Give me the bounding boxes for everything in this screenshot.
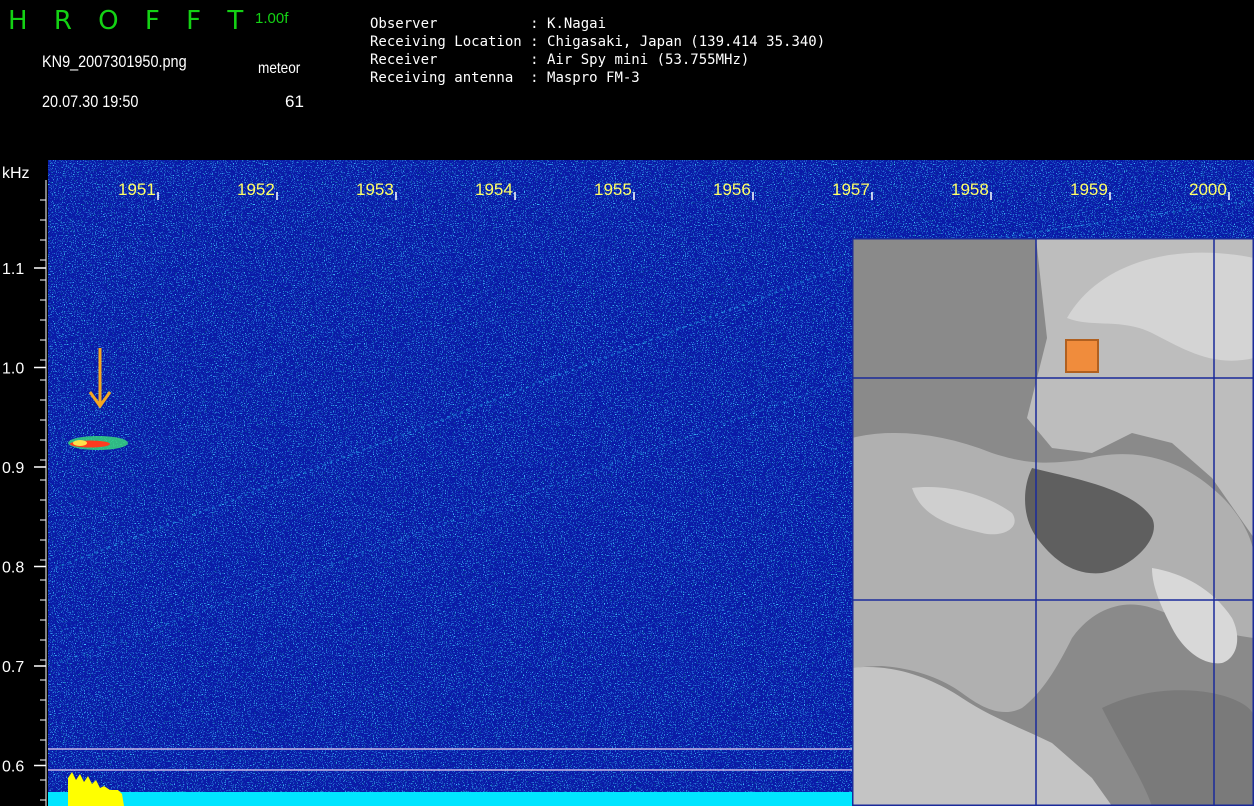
frequency-axis-background	[0, 160, 48, 806]
antenna-row: Receiving antenna : Maspro FM-3	[370, 70, 640, 86]
app-version: 1.00f	[255, 10, 289, 27]
frequency-axis: 1.1 1.0 0.9 0.8 0.7 0.6	[2, 199, 46, 801]
info-label: Receiving antenna	[370, 70, 522, 86]
time-label: 1954	[475, 180, 513, 199]
meteor-echo	[68, 436, 128, 450]
time-label: 1958	[951, 180, 989, 199]
time-label: 1952	[237, 180, 275, 199]
radar-map	[852, 238, 1254, 806]
map-grid	[852, 238, 1254, 806]
frequency-label: 1.1	[2, 261, 24, 278]
info-value: : Maspro FM-3	[530, 70, 640, 86]
frequency-label: 0.8	[2, 560, 24, 577]
info-value: : K.Nagai	[530, 16, 607, 32]
file-name: KN9_2007301950.png	[42, 52, 187, 71]
frequency-label: 0.9	[2, 460, 24, 477]
level-bar	[48, 792, 852, 806]
info-label: Receiver	[370, 52, 522, 68]
location-row: Receiving Location : Chigasaki, Japan (1…	[370, 34, 825, 50]
header-panel: H R O F F T 1.00f KN9_2007301950.png 20.…	[0, 0, 1254, 160]
location-marker	[1065, 339, 1099, 373]
frequency-label: 0.7	[2, 659, 24, 676]
signal-peak	[68, 772, 124, 806]
down-arrow-icon	[88, 348, 112, 409]
meteor-label: meteor	[258, 60, 301, 77]
unit-label: kHz	[2, 165, 30, 182]
time-axis: 1951 1952 1953 1954 1955 1956 1957 1958 1959 2000	[118, 180, 1230, 200]
time-label: 1956	[713, 180, 751, 199]
carrier-trace	[859, 199, 1254, 259]
info-label: Receiving Location	[370, 34, 522, 50]
info-value: : Air Spy mini (53.755MHz)	[530, 52, 750, 68]
date-time: 20.07.30 19:50	[42, 92, 139, 111]
time-label: 1951	[118, 180, 156, 199]
observer-row: Observer : K.Nagai	[370, 16, 606, 32]
time-label: 1957	[832, 180, 870, 199]
info-value: : Chigasaki, Japan (139.414 35.340)	[530, 34, 826, 50]
time-label: 2000	[1189, 180, 1227, 199]
frequency-label: 0.6	[2, 759, 24, 776]
info-label: Observer	[370, 16, 522, 32]
time-label: 1953	[356, 180, 394, 199]
receiver-row: Receiver : Air Spy mini (53.755MHz)	[370, 52, 749, 68]
frequency-label: 1.0	[2, 361, 24, 378]
carrier-trace	[59, 374, 861, 663]
time-label: 1959	[1070, 180, 1108, 199]
time-label: 1955	[594, 180, 632, 199]
land-mass	[852, 238, 1254, 806]
app-title: H R O F F T	[8, 6, 253, 36]
meteor-count: 61	[285, 92, 304, 111]
